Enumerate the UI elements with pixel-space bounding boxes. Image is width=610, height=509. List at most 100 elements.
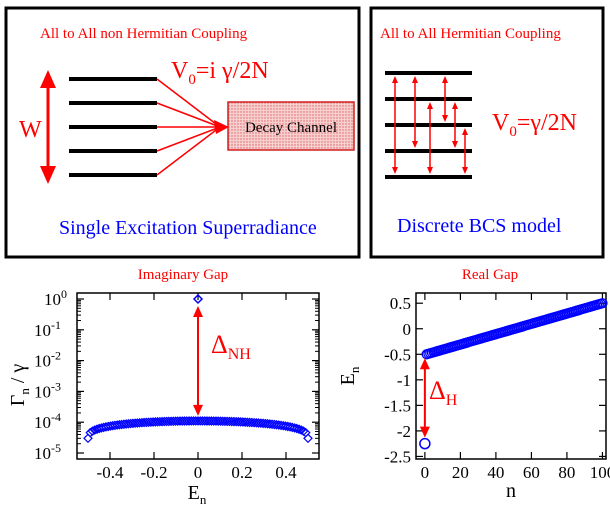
- chart1-data-point: [168, 416, 179, 427]
- coupling-arrows-h: [392, 76, 468, 174]
- chart1-data-point: [89, 425, 100, 435]
- chart1-data-point: [179, 416, 190, 426]
- chart1-data-point: [143, 417, 154, 428]
- coupling-arrow-head: [452, 102, 458, 109]
- panel-nh-frame: [4, 6, 361, 259]
- energy-levels-nh: [69, 77, 157, 177]
- chart1-ytick-label: 10-5: [34, 441, 61, 463]
- chart2-data-point: [597, 298, 608, 309]
- chart2-ytick-label: -0.5: [384, 345, 411, 364]
- coupling-arrow-head: [392, 76, 398, 83]
- chart1-data-point: [303, 433, 313, 444]
- chart2-xtick-label: 80: [558, 463, 575, 482]
- chart1-ytick-label: 10-3: [34, 379, 61, 401]
- coupling-arrow-head: [442, 76, 448, 83]
- chart1-data-point: [175, 416, 185, 426]
- panel-nh-caption: Single Excitation Superradiance: [59, 217, 317, 239]
- chart2-plot-area: [415, 292, 607, 460]
- chart2-outlier-point: [419, 437, 431, 450]
- w-arrow: [40, 70, 56, 184]
- chart1-xlabel: En: [188, 482, 207, 507]
- chart1-data-point: [181, 416, 192, 426]
- chart1-xtick-label: 0: [194, 463, 203, 482]
- chart1-xtick-label: -0.2: [141, 463, 168, 482]
- panel-nh-title: All to All non Hermitian Coupling: [40, 26, 248, 42]
- panel-h-caption: Discrete BCS model: [397, 215, 562, 237]
- chart1-data-point: [184, 416, 194, 426]
- chart1-data-point: [139, 417, 149, 428]
- chart2-marks: 0 20 40 60 80 100 0.5 0 -0.5 -1 -1.5 -2 -2.5: [384, 293, 610, 482]
- chart2-xtick-label: 20: [452, 463, 469, 482]
- chart1-data-point: [141, 417, 152, 428]
- coupling-arrow-head: [462, 167, 468, 174]
- chart2-ytick-label: -1: [397, 371, 411, 390]
- chart1-data-point: [294, 424, 304, 435]
- chart1-ytick-label: 10-4: [34, 410, 61, 432]
- chart2-xlabel: n: [506, 480, 516, 502]
- chart1-data-point: [137, 417, 147, 428]
- coupling-arrow-head: [392, 167, 398, 174]
- decay-channel-box: [227, 101, 355, 151]
- chart1-data-point: [163, 416, 174, 427]
- chart2-ytick-label: 0.5: [390, 294, 411, 313]
- coupling-arrow-head: [462, 128, 468, 135]
- chart2-xtick-label: 60: [523, 463, 540, 482]
- chart1-xtick-label: 0.2: [231, 463, 252, 482]
- coupling-arrow-head: [452, 141, 458, 148]
- chart1-ytick-label: 10-1: [34, 318, 61, 340]
- chart1-data-point: [177, 416, 188, 426]
- chart1-ytick-label: 10-2: [34, 349, 61, 371]
- chart2-xtick-label: 0: [421, 463, 430, 482]
- chart1-ytick-label: 100: [44, 287, 67, 309]
- chart2-ylabel: En: [337, 366, 362, 385]
- panel-h-frame: [369, 6, 605, 259]
- chart1-xtick-label: -0.4: [97, 463, 124, 482]
- chart1-gap-arrowhead: [193, 306, 203, 317]
- chart1-data-point: [157, 416, 167, 427]
- chart1-ylabel: Γn / γ: [7, 364, 32, 407]
- chart1-annotation: ΔNH: [211, 330, 251, 363]
- chart2-ytick-label: 0: [403, 320, 412, 339]
- coupling-arrows-nh: [156, 78, 229, 176]
- chart1-data-point: [154, 416, 165, 427]
- chart2-ytick-label: -2.5: [384, 447, 411, 466]
- chart1-data-point: [166, 416, 176, 427]
- energy-levels-h: [385, 71, 472, 179]
- chart1-data-point: [150, 417, 161, 427]
- chart1-xtick-label: 0.4: [275, 463, 297, 482]
- coupling-arrow-head: [427, 167, 433, 174]
- panel-h-title: All to All Hermitian Coupling: [380, 26, 561, 42]
- coupling-arrow-head: [412, 141, 418, 148]
- chart1-gap-arrowhead: [193, 404, 203, 416]
- coupling-arrow-head: [442, 115, 448, 122]
- chart2-annotation: ΔH: [429, 376, 458, 409]
- chart2-gap-arrowhead: [419, 426, 430, 438]
- chart1-data-point: [296, 425, 307, 435]
- chart1-data-point: [172, 416, 183, 426]
- chart1-marks: -0.4 -0.2 0 0.2 0.4 100 10-1 10-2 10-3 10-4 10-5: [34, 287, 319, 482]
- chart1-data-point: [152, 416, 163, 427]
- chart1-data-point: [159, 416, 170, 427]
- coupling-arrow-head: [412, 76, 418, 83]
- chart1-data-point: [188, 416, 199, 426]
- chart2-ytick-label: -2: [397, 422, 411, 441]
- chart1-data-point: [186, 416, 197, 426]
- chart2-title: Real Gap: [462, 267, 518, 283]
- chart2-gap-arrowhead: [419, 358, 430, 370]
- coupling-formula-nh: V0=i γ/2N: [171, 58, 269, 88]
- chart1-data-point: [128, 418, 138, 429]
- chart1-title: Imaginary Gap: [138, 267, 228, 283]
- chart2-xtick-label: 40: [487, 463, 504, 482]
- chart1-data-point: [132, 418, 143, 428]
- chart1-data-point: [134, 417, 145, 428]
- chart1-data-point: [130, 418, 140, 429]
- chart1-data-point: [161, 416, 172, 427]
- chart2-ytick-label: -1.5: [384, 396, 411, 415]
- chart1-data-point: [85, 427, 96, 438]
- w-label: W: [19, 117, 42, 143]
- chart1-outlier-point: [192, 293, 204, 305]
- chart1-data-point: [170, 416, 181, 427]
- coupling-formula-h: V0=γ/2N: [492, 110, 577, 140]
- coupling-arrow-head: [427, 102, 433, 109]
